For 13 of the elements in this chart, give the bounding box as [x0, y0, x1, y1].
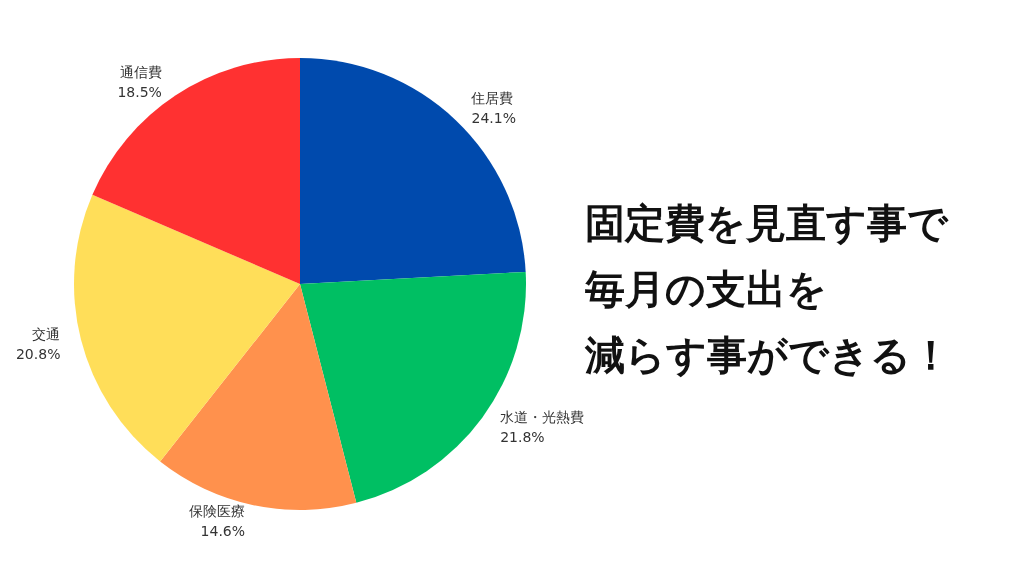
- data-label: 21.8%: [500, 429, 545, 446]
- slice-label: 水道・光熱費: [500, 409, 585, 426]
- data-label: 24.1%: [471, 110, 516, 127]
- data-label: 14.6%: [200, 522, 246, 539]
- slice-label: 保険医療: [189, 502, 246, 519]
- text: 固定費を見直す事で: [585, 200, 949, 246]
- text: 減らす事ができる！: [584, 332, 951, 378]
- data-label: 18.5%: [117, 83, 162, 100]
- data-label: 20.8%: [15, 345, 61, 362]
- text: 毎月の支出を: [584, 266, 827, 312]
- slice-label: 交通: [32, 325, 61, 342]
- slice-label: 住居費: [470, 90, 514, 107]
- slice-label: 通信費: [119, 63, 162, 80]
